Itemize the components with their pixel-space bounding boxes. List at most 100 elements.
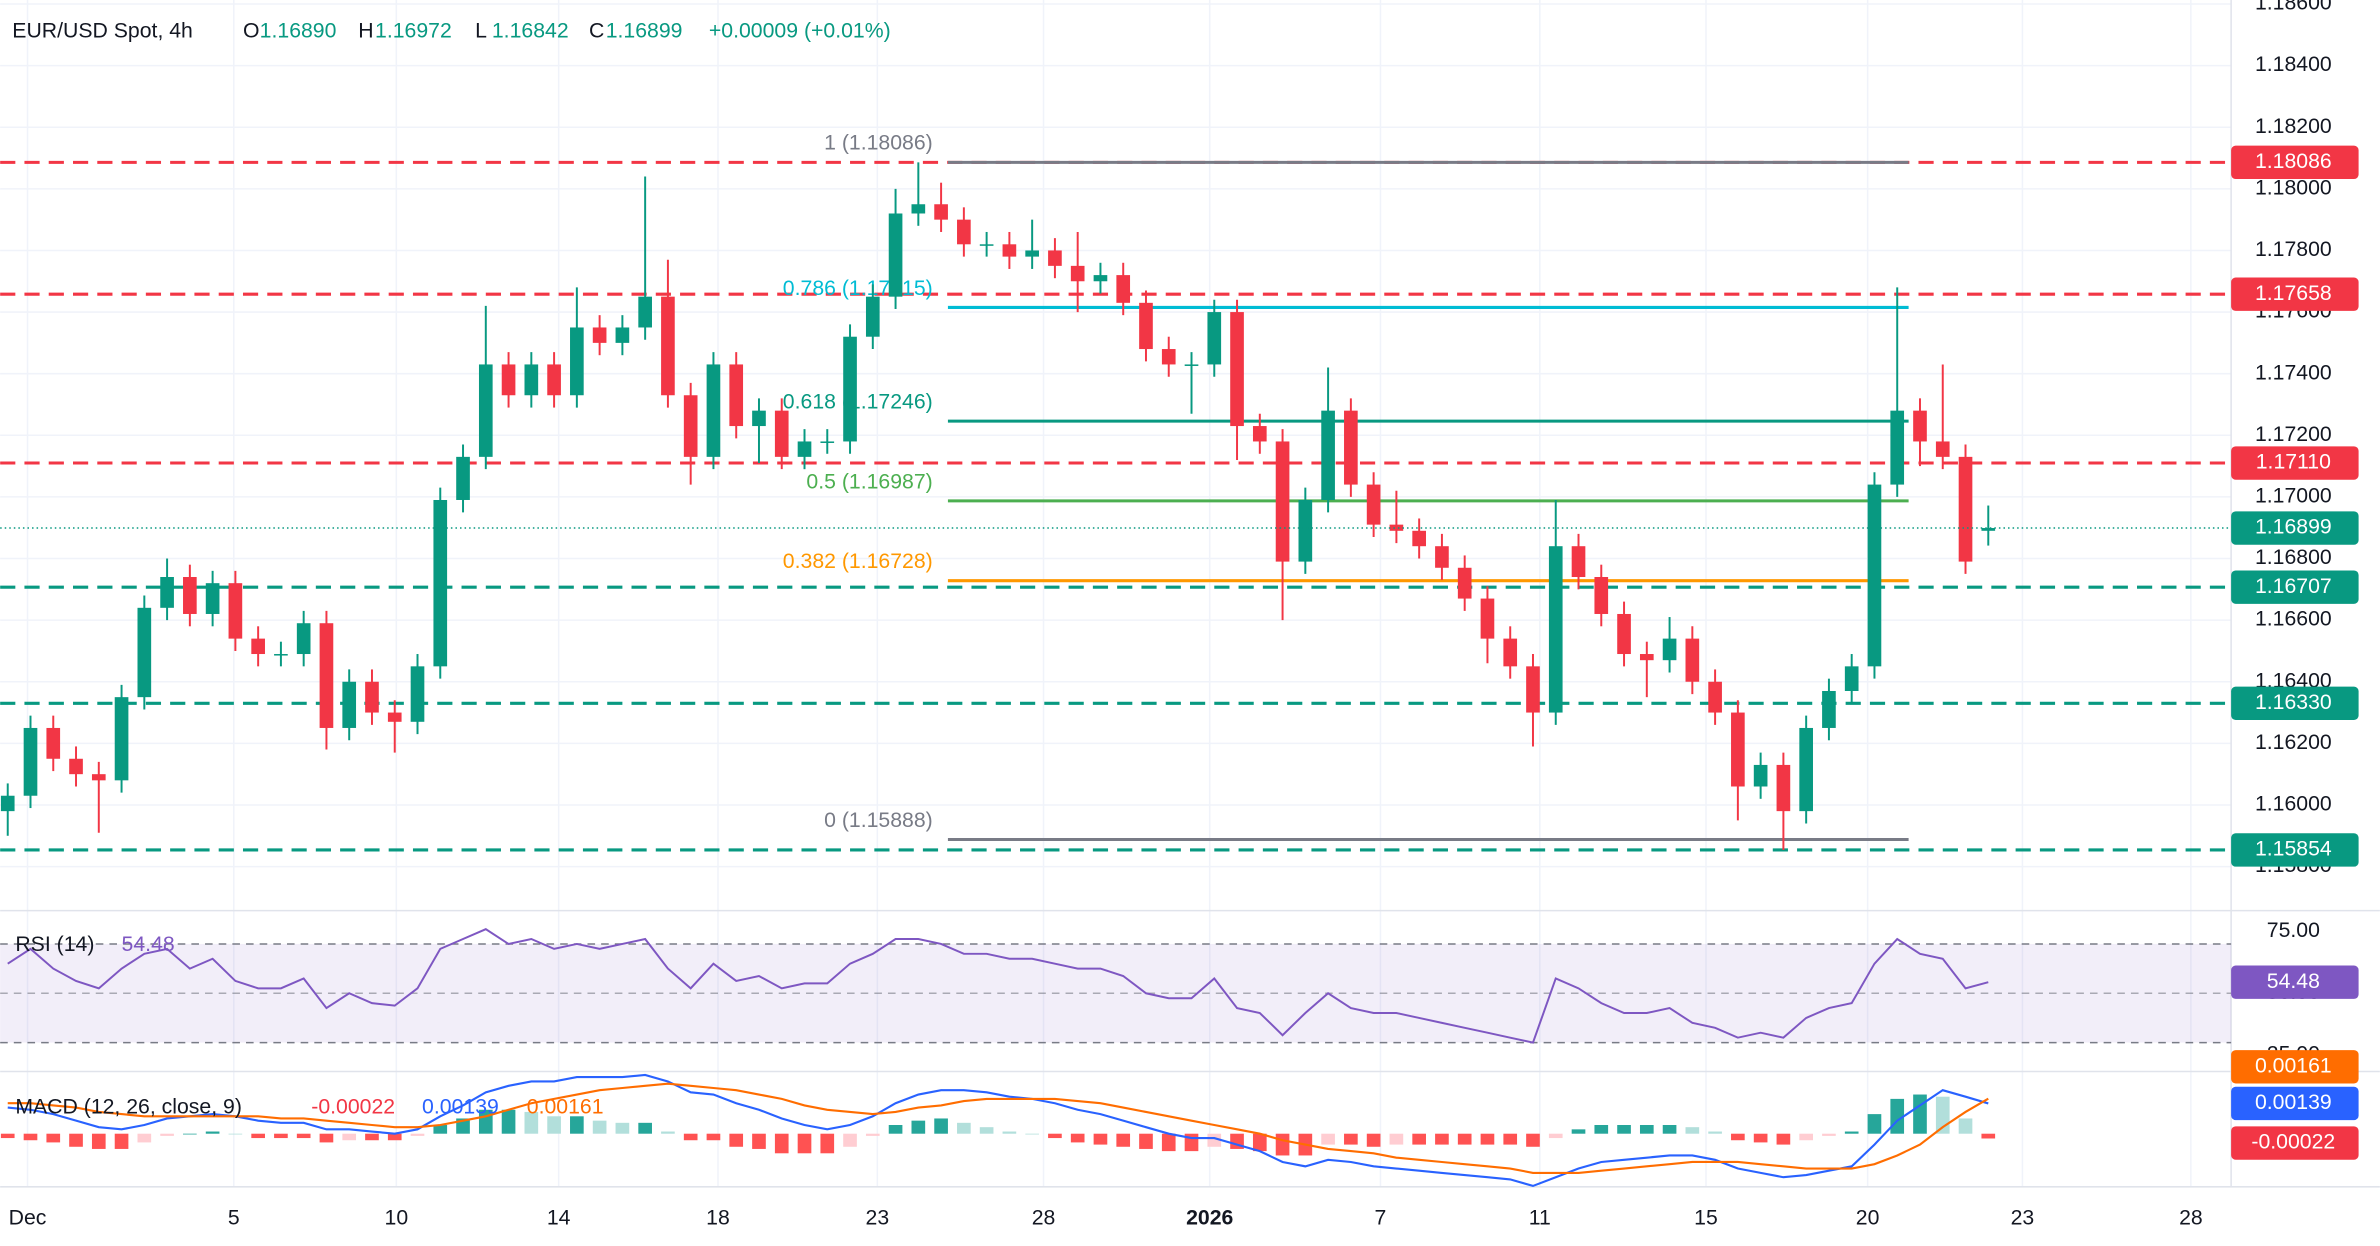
ohlc-value: 1.16899 (606, 18, 683, 42)
macd-histogram-bar (615, 1122, 630, 1134)
candle-body (1025, 250, 1039, 257)
candle-body (661, 296, 675, 396)
y-tick-label: 1.16600 (2255, 607, 2332, 631)
level-label: 1.16707 (2255, 574, 2332, 598)
x-tick-label: 23 (866, 1205, 890, 1229)
y-tick-label: 1.16000 (2255, 792, 2332, 816)
candle-body (888, 213, 903, 297)
candle-body (1275, 441, 1290, 562)
candle-body (69, 758, 83, 775)
macd-histogram-bar (706, 1133, 721, 1141)
macd-histogram-bar (160, 1133, 174, 1136)
x-tick-label: 5 (228, 1205, 240, 1229)
candle-body (1366, 484, 1381, 525)
x-tick-label: 10 (385, 1205, 409, 1229)
y-tick-label: 1.17200 (2255, 422, 2332, 446)
macd-histogram-bar (1799, 1133, 1813, 1141)
macd-histogram-bar (46, 1133, 61, 1143)
candle-body (1913, 410, 1927, 442)
macd-histogram-bar (1412, 1133, 1426, 1145)
candle-body (46, 727, 61, 759)
macd-histogram-bar (1594, 1124, 1609, 1134)
macd-histogram-bar (729, 1133, 744, 1147)
candle-body (91, 774, 106, 781)
candle-body (251, 638, 265, 655)
macd-histogram-bar (1480, 1133, 1495, 1145)
candle-body (501, 364, 516, 396)
price-change: +0.00009 (+0.01%) (709, 18, 891, 42)
fib-label: 1 (1.18086) (824, 131, 933, 155)
rsi-tick-label: 75.00 (2267, 918, 2320, 942)
level-label: 1.15854 (2255, 837, 2332, 861)
y-tick-label: 1.17000 (2255, 484, 2332, 508)
x-tick-label: 2026 (1186, 1205, 1233, 1229)
macd-value-label: 0.00139 (2255, 1090, 2332, 1114)
candle-body (797, 441, 812, 457)
macd-histogram-bar (1252, 1133, 1267, 1152)
x-tick-label: Dec (9, 1205, 47, 1229)
candle-body (1594, 577, 1609, 614)
macd-histogram-bar (433, 1124, 448, 1134)
macd-histogram-bar (661, 1131, 675, 1134)
candle-body (1822, 690, 1836, 728)
candle-body (1298, 499, 1313, 562)
fib-label: 0 (1.15888) (824, 808, 933, 832)
candle-body (1867, 484, 1882, 667)
macd-histogram-bar (843, 1133, 857, 1147)
candle-body (638, 296, 652, 328)
candle-body (1252, 426, 1267, 442)
candle-body (1935, 441, 1950, 457)
macd-histogram-bar (387, 1133, 402, 1141)
level-label-box (2231, 446, 2359, 480)
candle-body (570, 327, 584, 396)
candle-body (1139, 302, 1153, 350)
y-tick-label: 1.17800 (2255, 237, 2332, 261)
macd-histogram-bar (1002, 1131, 1017, 1134)
macd-histogram-bar (524, 1111, 539, 1134)
fib-label: 0.786 (1.17615) (783, 276, 933, 300)
macd-histogram-bar (570, 1116, 584, 1134)
macd-histogram-bar (1776, 1133, 1791, 1145)
candle-body (1435, 546, 1449, 568)
y-tick-label: 1.18600 (2255, 0, 2332, 15)
ohlc-key: C (589, 18, 604, 42)
x-tick-label: 18 (706, 1205, 730, 1229)
macd-histogram-bar (1503, 1133, 1518, 1145)
candle-body (1639, 654, 1654, 661)
macd-signal-value: 0.00161 (527, 1095, 604, 1119)
macd-histogram-bar (957, 1122, 971, 1134)
candle-body (478, 364, 493, 457)
macd-histogram-bar (1685, 1127, 1700, 1134)
rsi-line (7, 928, 1989, 1044)
x-tick-label: 20 (1856, 1205, 1880, 1229)
macd-histogram-bar (91, 1133, 106, 1149)
rsi-value-label-box (2231, 965, 2359, 999)
fib-label: 0.618 (1.17246) (783, 390, 933, 414)
macd-histogram-bar (23, 1133, 38, 1141)
level-label-box (2231, 833, 2359, 867)
macd-histogram-bar (501, 1109, 516, 1134)
y-tick-label: 1.17400 (2255, 360, 2332, 384)
candle-body (342, 681, 357, 728)
candle-body (1184, 364, 1199, 366)
candle-body (1161, 349, 1176, 365)
candle-body (365, 681, 379, 713)
macd-histogram-bar (934, 1118, 948, 1134)
candle-body (456, 456, 470, 500)
candle-body (1731, 712, 1745, 787)
rsi-title: RSI (14) (15, 932, 94, 956)
rsi-value: 54.48 (122, 932, 175, 956)
macd-histogram-bar (752, 1133, 766, 1149)
candle-body (1070, 265, 1085, 282)
macd-histogram-bar (1617, 1124, 1631, 1134)
level-label: 1.18086 (2255, 149, 2332, 173)
candle-body (1344, 410, 1358, 485)
candle-body (1093, 275, 1108, 282)
macd-histogram-bar (1981, 1133, 1996, 1139)
y-tick-label: 1.18000 (2255, 175, 2332, 199)
candle-body (296, 623, 311, 655)
chart-title: EUR/USD Spot, 4h (12, 18, 193, 42)
candle-body (1526, 666, 1540, 713)
macd-histogram-bar (1958, 1118, 1973, 1134)
candle-body (1890, 410, 1905, 485)
